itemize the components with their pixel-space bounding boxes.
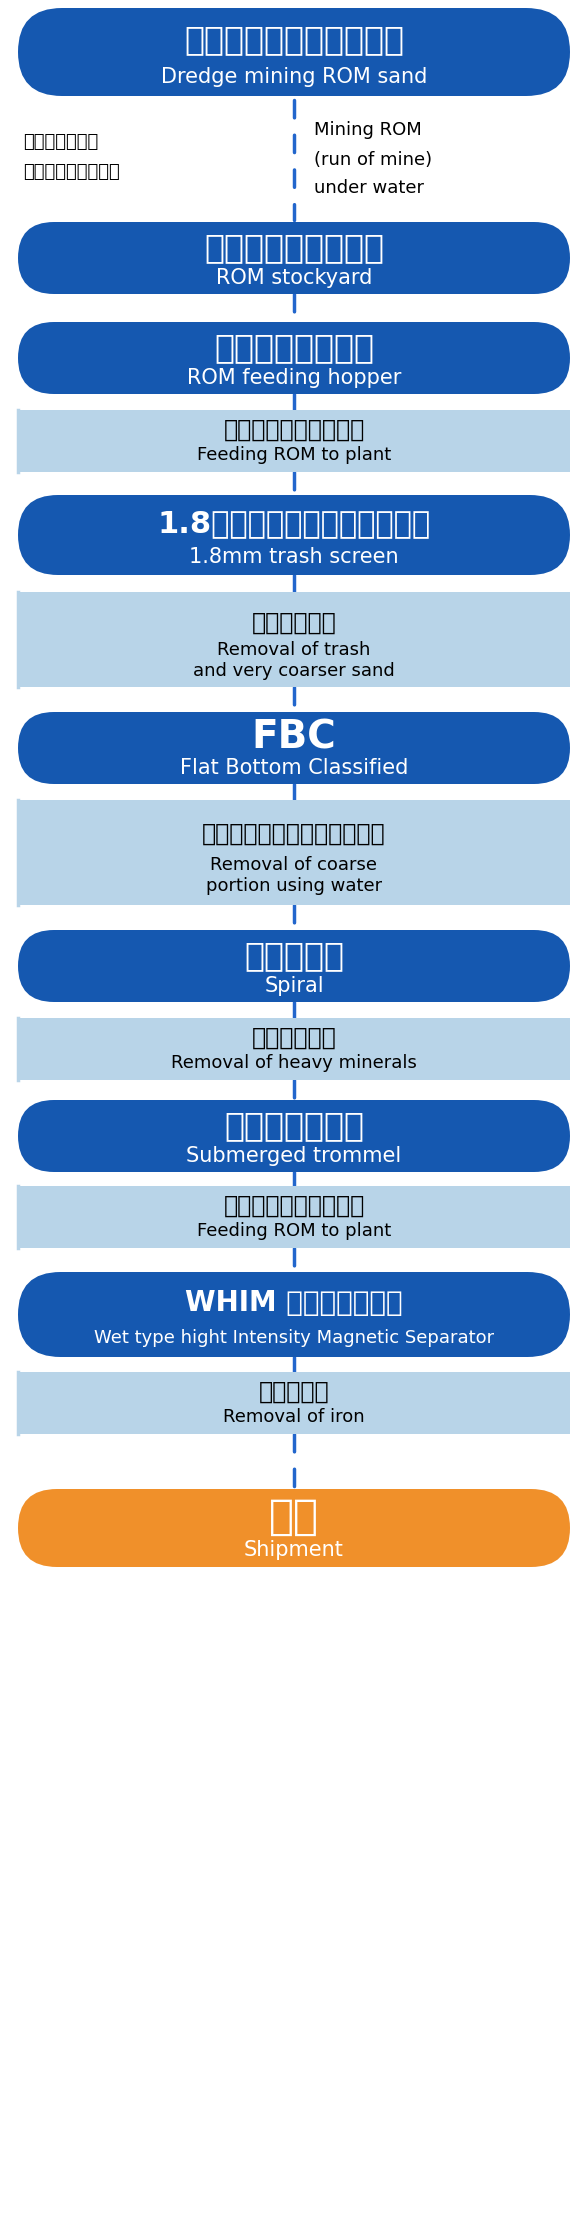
Text: プラントへの原鉱供給: プラントへの原鉱供給 (223, 417, 365, 442)
Bar (18, 801, 570, 905)
Text: Removal of heavy minerals: Removal of heavy minerals (171, 1054, 417, 1072)
Bar (18, 411, 570, 473)
Text: ROM feeding hopper: ROM feeding hopper (187, 368, 401, 388)
Bar (18, 1185, 570, 1247)
Text: Flat Bottom Classified: Flat Bottom Classified (180, 759, 408, 779)
Text: 出荷: 出荷 (269, 1496, 319, 1538)
Bar (18, 592, 570, 688)
Text: 水面下の原鉱を採掘: 水面下の原鉱を採掘 (23, 162, 120, 182)
Bar (18, 1371, 570, 1433)
FancyBboxPatch shape (18, 930, 570, 1003)
Text: ドレッジ式原鉱採掘装置: ドレッジ式原鉱採掘装置 (184, 22, 404, 55)
Text: Dredge mining ROM sand: Dredge mining ROM sand (161, 67, 427, 87)
Text: 水中トロンメル: 水中トロンメル (224, 1110, 364, 1143)
Text: Removal of iron: Removal of iron (223, 1407, 365, 1425)
Text: Submerged trommel: Submerged trommel (186, 1147, 402, 1167)
Text: (run of mine): (run of mine) (314, 151, 432, 169)
Bar (18, 1019, 570, 1081)
Text: プラントへの原鉱供給: プラントへの原鉱供給 (223, 1194, 365, 1218)
Text: Removal of coarse
portion using water: Removal of coarse portion using water (206, 857, 382, 894)
Text: 原鉱供給ホッパー: 原鉱供給ホッパー (214, 331, 374, 364)
Text: 1.8mm trash screen: 1.8mm trash screen (189, 548, 399, 568)
Text: Spiral: Spiral (264, 976, 324, 996)
FancyBboxPatch shape (18, 222, 570, 293)
Text: （上記の説明）: （上記の説明） (23, 133, 98, 151)
Text: Feeding ROM to plant: Feeding ROM to plant (197, 1223, 391, 1240)
Text: 原鉱ストックヤード: 原鉱ストックヤード (204, 231, 384, 264)
Text: Feeding ROM to plant: Feeding ROM to plant (197, 446, 391, 464)
FancyBboxPatch shape (18, 1101, 570, 1172)
Text: WHIM 湿式協力磁選機: WHIM 湿式協力磁選機 (185, 1289, 403, 1316)
Text: 水を利用して粗粒部分を除去: 水を利用して粗粒部分を除去 (202, 821, 386, 845)
Text: 鉄分を除去: 鉄分を除去 (259, 1380, 329, 1405)
Text: ROM stockyard: ROM stockyard (216, 268, 372, 288)
Text: 粗ゴミを除去: 粗ゴミを除去 (252, 610, 336, 635)
FancyBboxPatch shape (18, 1489, 570, 1567)
Text: 1.8ミリトラッシュスクリーン: 1.8ミリトラッシュスクリーン (158, 510, 430, 539)
Text: 重鉱物を除去: 重鉱物を除去 (252, 1025, 336, 1050)
Text: スパイラル: スパイラル (244, 939, 344, 972)
Text: Wet type hight Intensity Magnetic Separator: Wet type hight Intensity Magnetic Separa… (94, 1329, 494, 1347)
Text: FBC: FBC (252, 719, 336, 757)
Text: Mining ROM: Mining ROM (314, 122, 422, 140)
FancyBboxPatch shape (18, 1271, 570, 1358)
FancyBboxPatch shape (18, 495, 570, 575)
Text: Removal of trash
and very coarser sand: Removal of trash and very coarser sand (193, 641, 395, 679)
FancyBboxPatch shape (18, 9, 570, 95)
Text: Shipment: Shipment (244, 1540, 344, 1560)
FancyBboxPatch shape (18, 322, 570, 395)
FancyBboxPatch shape (18, 712, 570, 783)
Text: under water: under water (314, 180, 424, 197)
